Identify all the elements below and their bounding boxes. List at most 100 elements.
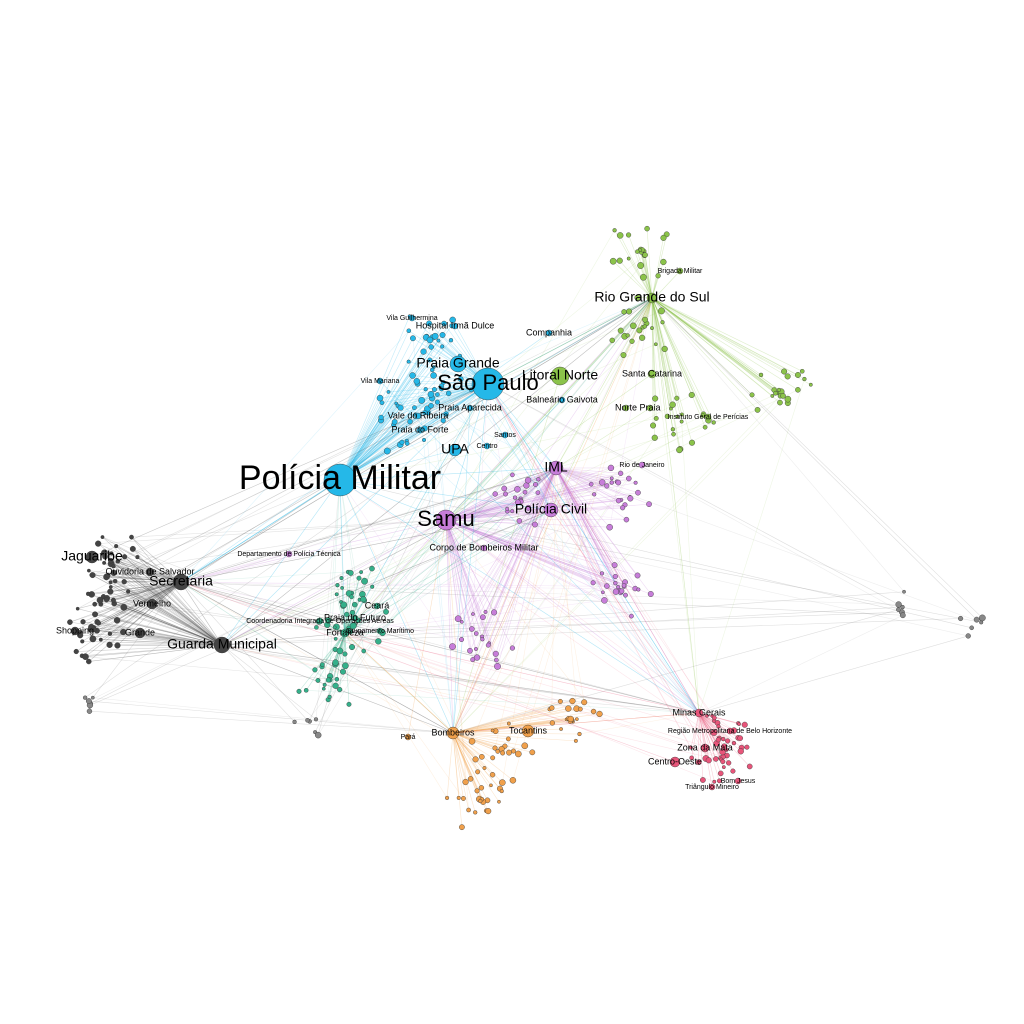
graph-edge: [452, 732, 493, 759]
graph-edge: [445, 519, 473, 630]
graph-edge: [344, 632, 464, 799]
graph-node: [340, 601, 348, 609]
graph-hub-node: [501, 431, 509, 439]
graph-edge: [335, 632, 346, 686]
graph-edge: [100, 581, 182, 640]
graph-edge: [344, 572, 352, 634]
graph-edge: [379, 467, 557, 632]
graph-node: [671, 431, 676, 437]
graph-edge: [614, 230, 653, 299]
graph-node: [705, 713, 709, 718]
graph-edge: [110, 297, 653, 583]
graph-hub-node: [376, 377, 384, 385]
graph-edge: [91, 626, 223, 646]
graph-node: [973, 616, 980, 623]
graph-edge: [339, 415, 419, 481]
graph-node: [713, 756, 719, 762]
graph-edge: [555, 467, 619, 483]
graph-node: [454, 615, 462, 623]
graph-edge: [110, 581, 182, 592]
graph-edge: [452, 732, 525, 747]
graph-node: [515, 750, 522, 758]
graph-node: [334, 592, 339, 597]
node-label: Praia do Forte: [391, 424, 448, 434]
graph-edge: [469, 383, 489, 651]
graph-node: [422, 437, 427, 442]
graph-edge: [180, 581, 724, 758]
node-label: Bombeiros: [431, 727, 475, 737]
graph-node: [674, 395, 680, 401]
graph-edge: [103, 581, 182, 597]
graph-edge: [180, 581, 352, 632]
graph-hub-node: [622, 404, 630, 412]
graph-edge: [651, 297, 700, 714]
graph-edge: [476, 297, 653, 658]
graph-node: [644, 225, 650, 232]
graph-node: [646, 501, 652, 507]
graph-node: [495, 749, 500, 754]
graph-node: [523, 482, 530, 489]
graph-edge: [550, 509, 700, 714]
graph-edge: [452, 713, 600, 734]
graph-edge: [651, 297, 799, 391]
graph-node: [120, 603, 128, 611]
graph-edge: [80, 632, 223, 646]
graph-edge: [180, 484, 536, 583]
graph-edge: [109, 633, 700, 714]
graph-edge: [690, 712, 700, 748]
graph-edge: [445, 519, 489, 646]
graph-node: [535, 490, 541, 495]
graph-edge: [180, 297, 653, 583]
graph-edge: [445, 482, 619, 521]
graph-edge: [445, 519, 636, 589]
graph-node: [108, 585, 113, 589]
graph-edge: [452, 723, 509, 734]
graph-edge: [495, 467, 557, 654]
graph-edge: [82, 644, 223, 657]
graph-node: [506, 721, 511, 726]
graph-node: [516, 518, 523, 524]
graph-node: [360, 596, 367, 603]
graph-edge: [555, 467, 616, 584]
graph-edge: [445, 473, 621, 521]
graph-node: [780, 393, 786, 399]
graph-edge: [445, 413, 557, 469]
graph-edge: [337, 585, 346, 634]
graph-edge: [113, 565, 346, 634]
graph-node: [636, 587, 641, 592]
node-label: Triângulo Mineiro: [685, 784, 739, 791]
graph-edge: [445, 519, 535, 525]
graph-edge: [94, 603, 223, 646]
graph-edge: [651, 297, 781, 403]
graph-node: [315, 678, 321, 683]
graph-node: [675, 414, 680, 419]
graph-edge: [452, 732, 471, 779]
graph-edge: [651, 297, 656, 438]
graph-edge: [339, 407, 415, 481]
graph-edge: [339, 381, 418, 481]
graph-edge: [452, 732, 478, 791]
graph-edge: [512, 467, 557, 476]
graph-edge: [339, 383, 489, 481]
graph-node: [777, 387, 782, 392]
graph-node: [296, 688, 302, 694]
graph-edge: [555, 467, 623, 509]
node-label: Fortaleza: [326, 627, 364, 637]
graph-node: [82, 653, 89, 661]
graph-node: [711, 420, 716, 425]
graph-edge: [339, 346, 443, 481]
graph-node: [462, 778, 469, 786]
graph-node: [445, 795, 450, 800]
graph-edge: [107, 575, 182, 583]
graph-node: [322, 682, 327, 687]
graph-edge: [339, 339, 431, 481]
graph-edge: [640, 249, 653, 299]
graph-node: [445, 390, 452, 397]
graph-edge: [99, 599, 346, 634]
graph-node: [596, 710, 603, 718]
graph-edge: [180, 581, 329, 681]
graph-node: [549, 705, 555, 711]
graph-node: [721, 765, 726, 770]
graph-node: [352, 601, 358, 608]
graph-edge: [445, 498, 631, 521]
